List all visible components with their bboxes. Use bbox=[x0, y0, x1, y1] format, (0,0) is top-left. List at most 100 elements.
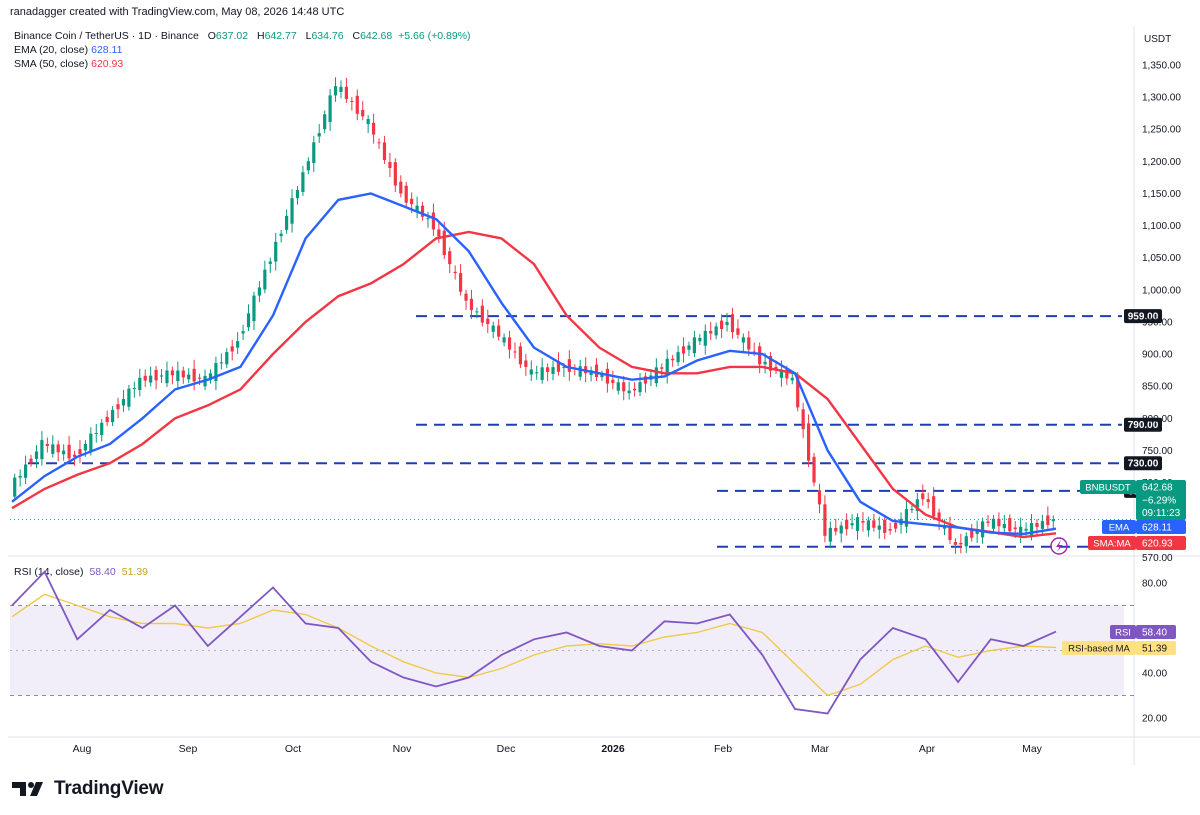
candle-body bbox=[730, 314, 735, 333]
candle-body bbox=[1051, 519, 1055, 522]
sma-value-bg bbox=[1136, 536, 1186, 550]
lightning-icon[interactable] bbox=[1050, 537, 1068, 555]
level-label: 730.00 bbox=[1128, 459, 1159, 470]
high-label: H bbox=[256, 30, 265, 42]
candle-body bbox=[18, 475, 22, 478]
time-tick-label: Sep bbox=[179, 743, 198, 755]
price-tick-label: 1,000.00 bbox=[1142, 285, 1181, 296]
candle-body bbox=[236, 341, 240, 348]
candle-body bbox=[507, 337, 512, 350]
candle-body bbox=[823, 504, 827, 536]
candle-body bbox=[29, 458, 33, 463]
time-tick-label: Feb bbox=[714, 743, 732, 755]
candle-body bbox=[850, 523, 854, 526]
time-tick-label: Apr bbox=[919, 743, 936, 755]
currency-label[interactable]: USDT bbox=[1144, 34, 1172, 45]
rsi-pane: 80.00 40.00 20.00 bbox=[10, 570, 1167, 725]
candle-body bbox=[404, 185, 408, 203]
candle-body bbox=[290, 198, 294, 224]
candle-body bbox=[388, 161, 392, 168]
candle-body bbox=[415, 205, 419, 212]
ema-value-bg bbox=[1136, 520, 1186, 534]
candle-body bbox=[56, 444, 60, 453]
rsi-legend[interactable]: RSI (14, close) 58.40 51.39 bbox=[14, 566, 148, 578]
candle-body bbox=[964, 536, 968, 547]
candle-body bbox=[437, 229, 441, 237]
candle-body bbox=[246, 313, 251, 328]
sma-legend[interactable]: SMA (50, close) 620.93 bbox=[14, 57, 123, 71]
candle-body bbox=[323, 114, 327, 130]
candle-body bbox=[904, 509, 909, 527]
candle-body bbox=[149, 375, 153, 383]
candle-body bbox=[1029, 523, 1034, 537]
candle-body bbox=[306, 161, 310, 171]
ema-tag: EMA bbox=[1109, 523, 1130, 534]
candle-body bbox=[796, 375, 800, 408]
candle-body bbox=[317, 133, 321, 137]
candle-body bbox=[1019, 526, 1023, 537]
candle-body bbox=[953, 542, 958, 545]
candle-body bbox=[110, 409, 115, 423]
candle-body bbox=[747, 337, 751, 350]
candle-body bbox=[551, 367, 555, 374]
candle-body bbox=[872, 520, 876, 528]
candle-body bbox=[187, 374, 191, 380]
open-label: O bbox=[207, 30, 216, 42]
candle-body bbox=[643, 376, 648, 384]
candle-body bbox=[556, 361, 561, 372]
candle-body bbox=[23, 464, 28, 478]
open-value: 637.02 bbox=[215, 30, 249, 42]
price-badge-bg bbox=[1136, 480, 1186, 520]
candle-body bbox=[562, 366, 566, 368]
price-axis[interactable]: 1,350.00 1,300.00 1,250.00 1,200.00 1,150.00… bbox=[1142, 61, 1181, 565]
candle-body bbox=[970, 530, 974, 538]
level-label: 790.00 bbox=[1128, 420, 1159, 431]
candle-body bbox=[491, 325, 495, 332]
candle-body bbox=[1002, 523, 1006, 529]
time-axis[interactable]: Aug Sep Oct Nov Dec 2026 Feb Mar Apr May bbox=[73, 743, 1043, 755]
candle-body bbox=[611, 379, 615, 383]
candle-body bbox=[371, 122, 376, 135]
candle-body bbox=[225, 352, 229, 365]
candle-body bbox=[676, 352, 680, 363]
rsi-tag: RSI bbox=[1115, 628, 1131, 639]
rsi-ma-tag: RSI-based MA bbox=[1068, 644, 1130, 655]
price-badge-change: −6.29% bbox=[1142, 496, 1176, 507]
candle-body bbox=[888, 529, 892, 531]
price-tick-label: 1,050.00 bbox=[1142, 253, 1181, 264]
rsi-ma-value-bg bbox=[1136, 641, 1176, 655]
candle-body bbox=[72, 454, 77, 457]
candle-body bbox=[834, 527, 838, 532]
change-value: +5.66 (+0.89%) bbox=[398, 30, 471, 42]
candle-body bbox=[393, 162, 397, 186]
candle-body bbox=[464, 293, 468, 301]
rsi-value-badge: 58.40 bbox=[1142, 628, 1167, 639]
candle-body bbox=[910, 509, 914, 511]
candle-body bbox=[622, 382, 626, 392]
candle-body bbox=[328, 95, 332, 122]
candle-body bbox=[132, 388, 136, 390]
candle-body bbox=[67, 444, 71, 459]
candle-body bbox=[497, 325, 501, 337]
candle-body bbox=[448, 251, 452, 265]
candle-body bbox=[263, 269, 267, 290]
moving-averages bbox=[11, 192, 1057, 539]
candle-body bbox=[1013, 527, 1017, 530]
ema-legend[interactable]: EMA (20, close) 628.11 bbox=[14, 43, 122, 57]
sma-tag-bg bbox=[1088, 536, 1136, 550]
candle-body bbox=[154, 369, 158, 381]
candle-body bbox=[295, 190, 300, 199]
level-label-bg bbox=[1124, 309, 1162, 324]
candle-body bbox=[274, 241, 278, 262]
tradingview-logo[interactable]: TradingView bbox=[12, 778, 164, 800]
rsi-ma-tag-bg bbox=[1062, 641, 1136, 655]
candle-body bbox=[431, 212, 436, 230]
ema-legend-label: EMA (20, close) bbox=[14, 44, 89, 56]
price-symbol-badge-bg bbox=[1080, 480, 1136, 494]
ema-legend-value: 628.11 bbox=[91, 44, 123, 56]
candle-body bbox=[926, 499, 930, 502]
sma-value-badge: 620.93 bbox=[1142, 539, 1173, 550]
candle-body bbox=[660, 367, 664, 369]
rsi-band bbox=[10, 605, 1124, 696]
